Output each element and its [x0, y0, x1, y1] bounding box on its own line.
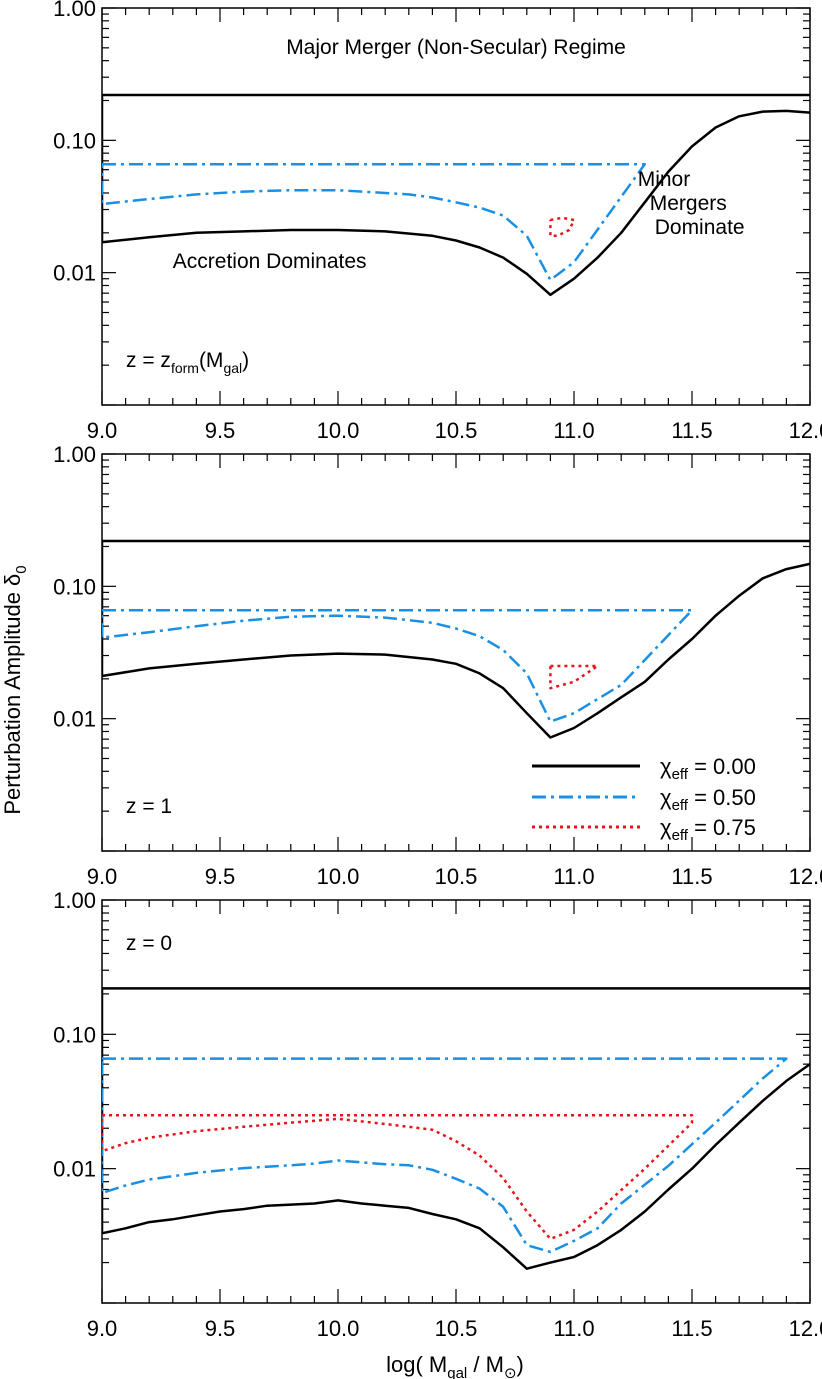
x-axis-title-mid: / M — [467, 1352, 504, 1377]
x-tick-label-2: 10.5 — [435, 1316, 478, 1341]
legend-label-1-pre: χ — [660, 785, 672, 810]
panel-label-main-1: z = 1 — [126, 795, 172, 818]
panel-label-sub2-0: gal — [223, 360, 242, 376]
annotation-0-2-line-0: Minor — [638, 168, 691, 191]
x-tick-label-1: 9.5 — [205, 864, 236, 889]
legend-label-0-post: = 0.00 — [688, 754, 756, 779]
x-tick-label-1: 11.5 — [671, 864, 712, 889]
x-tick-label-1: 9.0 — [87, 864, 118, 889]
series-group-0 — [102, 95, 810, 297]
x-tick-label-0: 12.0 — [789, 418, 822, 443]
panel-label-sub-0: form — [171, 360, 199, 376]
legend-label-1: χeff = 0.50 — [660, 785, 756, 814]
y-tick-label-1: 0.01 — [53, 707, 96, 732]
series-line-2-1 — [102, 1057, 788, 1254]
series-line-2-2 — [102, 1113, 694, 1241]
x-tick-label-1: 11.0 — [553, 864, 594, 889]
y-tick-label-2: 0.10 — [53, 1022, 96, 1047]
x-tick-label-2: 12.0 — [789, 1316, 822, 1341]
series-line-0-2 — [549, 216, 576, 238]
series-line-0-1 — [102, 162, 647, 282]
x-tick-label-1: 10.0 — [317, 864, 360, 889]
series-line-1-0 — [102, 541, 810, 739]
x-tick-label-1: 12.0 — [789, 864, 822, 889]
annotation-0-2-line-1: Mergers — [650, 192, 727, 215]
x-axis-title-sub2: ⊙ — [504, 1365, 517, 1379]
legend-label-2-sub: eff — [672, 827, 689, 844]
x-tick-label-2: 10.0 — [317, 1316, 360, 1341]
plot-frame-2 — [101, 899, 811, 1304]
y-axis-title: Perturbation Amplitude δ0 — [0, 565, 30, 814]
legend-label-2-pre: χ — [660, 815, 672, 840]
panel-label-0: z = zform(Mgal) — [126, 349, 249, 376]
series-line-2-0 — [102, 988, 810, 1270]
panels: 0.010.101.009.09.510.010.511.011.512.0z … — [53, 0, 822, 1341]
annotation-0-0: Major Merger (Non-Secular) Regime — [286, 36, 626, 59]
x-axis-title-post: ) — [517, 1352, 524, 1377]
x-tick-label-2: 9.0 — [87, 1316, 118, 1341]
series-line-1-1 — [102, 608, 694, 723]
x-tick-label-2: 11.0 — [553, 1316, 594, 1341]
x-tick-label-1: 10.5 — [435, 864, 478, 889]
x-tick-label-0: 10.5 — [435, 418, 478, 443]
x-tick-label-0: 10.0 — [317, 418, 360, 443]
x-tick-label-0: 9.5 — [205, 418, 236, 443]
legend-label-1-sub: eff — [672, 797, 689, 814]
panel-label-2: z = 0 — [126, 932, 172, 955]
chart-panel-2: 0.01 0.10 1.00 9.0 9.5 10.0 10.5 11.0 11.5 12.0 z … — [53, 888, 822, 1341]
y-tick-label-1: 0.10 — [53, 574, 96, 599]
x-tick-label-2: 9.5 — [205, 1316, 236, 1341]
y-axis-title-main: Perturbation Amplitude δ — [0, 574, 25, 815]
series-line-1-2 — [549, 664, 599, 690]
x-tick-label-0: 11.0 — [553, 418, 594, 443]
x-axis-title-pre: log( M — [386, 1352, 447, 1377]
y-tick-label-1: 1.00 — [53, 442, 96, 467]
x-tick-label-0: 9.0 — [87, 418, 118, 443]
panel-label-main-0: z = z — [126, 349, 171, 372]
y-tick-label-0: 0.10 — [53, 128, 96, 153]
y-tick-label-0: 1.00 — [53, 0, 96, 21]
series-group-1 — [102, 541, 810, 739]
chart-panel-0: 0.01 0.10 1.00 9.0 9.5 10.0 10.5 11.0 11.5 12.0 z … — [53, 0, 822, 443]
y-tick-label-2: 1.00 — [53, 888, 96, 913]
y-tick-label-2: 0.01 — [53, 1157, 96, 1182]
x-axis-title-sub1: gal — [447, 1365, 467, 1379]
legend-label-2: χeff = 0.75 — [660, 815, 756, 844]
panel-label-end-0: ) — [242, 349, 249, 372]
y-axis-title-sub: 0 — [13, 565, 30, 573]
x-tick-label-0: 11.5 — [671, 418, 712, 443]
panel-label-1: z = 1 — [126, 795, 172, 818]
legend-label-1-post: = 0.50 — [688, 785, 756, 810]
y-tick-label-0: 0.01 — [53, 261, 96, 286]
chart-panel-1: 0.01 0.10 1.00 9.0 9.5 10.0 10.5 11.0 11.5 12.0 z … — [53, 442, 822, 889]
legend-label-0: χeff = 0.00 — [660, 754, 756, 783]
legend: χeff = 0.00 χeff = 0.50 χeff = 0.75 — [532, 754, 756, 844]
legend-label-0-pre: χ — [660, 754, 672, 779]
panel-label-post-0: (M — [199, 349, 224, 372]
annotation-0-1: Accretion Dominates — [173, 250, 367, 273]
annotation-0-2-line-2: Dominate — [655, 216, 745, 239]
x-tick-label-2: 11.5 — [671, 1316, 712, 1341]
series-group-2 — [102, 988, 810, 1270]
legend-label-0-sub: eff — [672, 766, 689, 783]
series-line-0-0 — [102, 95, 810, 297]
panel-label-main-2: z = 0 — [126, 932, 172, 955]
x-axis-title: log( Mgal / M⊙) — [386, 1352, 524, 1379]
legend-label-2-post: = 0.75 — [688, 815, 756, 840]
